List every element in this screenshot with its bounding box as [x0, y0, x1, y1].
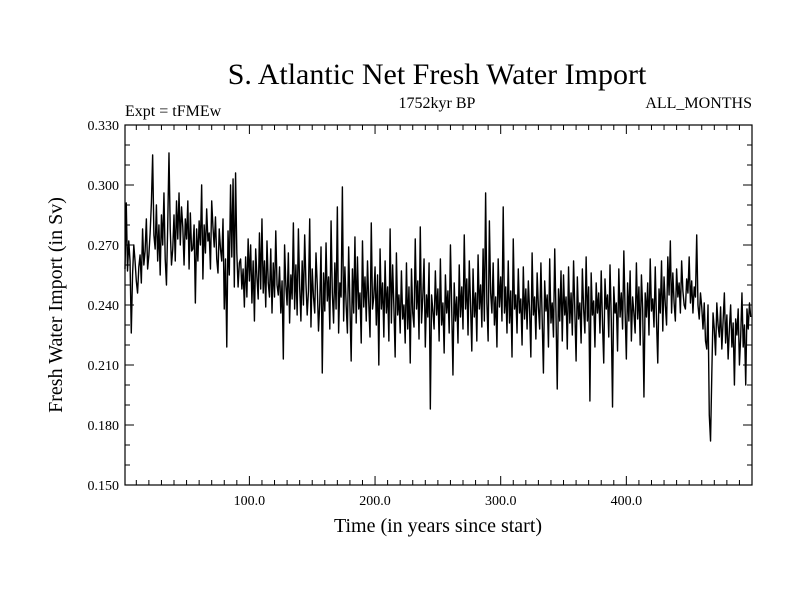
x-tick-label: 300.0: [485, 494, 517, 509]
y-tick-label: 0.270: [88, 239, 120, 254]
y-tick-label: 0.150: [88, 479, 120, 494]
time-period-label: 1752kyr BP: [399, 95, 476, 112]
months-label: ALL_MONTHS: [645, 95, 752, 112]
x-tick-label: 400.0: [611, 494, 643, 509]
y-tick-label: 0.330: [88, 119, 120, 134]
x-tick-label: 200.0: [359, 494, 391, 509]
y-tick-label: 0.300: [88, 179, 120, 194]
x-axis-label: Time (in years since start): [334, 515, 542, 537]
y-tick-label: 0.210: [88, 359, 120, 374]
x-tick-label: 100.0: [234, 494, 266, 509]
series-line-fresh-water-import: [124, 152, 752, 442]
x-axis-tick-labels: 100.0 200.0 300.0 400.0: [234, 494, 642, 509]
experiment-label: Expt = tFMEw: [125, 103, 222, 120]
y-tick-label: 0.240: [88, 299, 120, 314]
y-axis-label: Fresh Water Import (in Sv): [45, 197, 67, 413]
y-tick-label: 0.180: [88, 419, 120, 434]
chart-title: S. Atlantic Net Fresh Water Import: [228, 58, 647, 91]
y-axis-tick-labels: 0.150 0.180 0.210 0.240 0.270 0.300 0.330: [88, 119, 120, 494]
x-axis-ticks: [135, 125, 740, 485]
